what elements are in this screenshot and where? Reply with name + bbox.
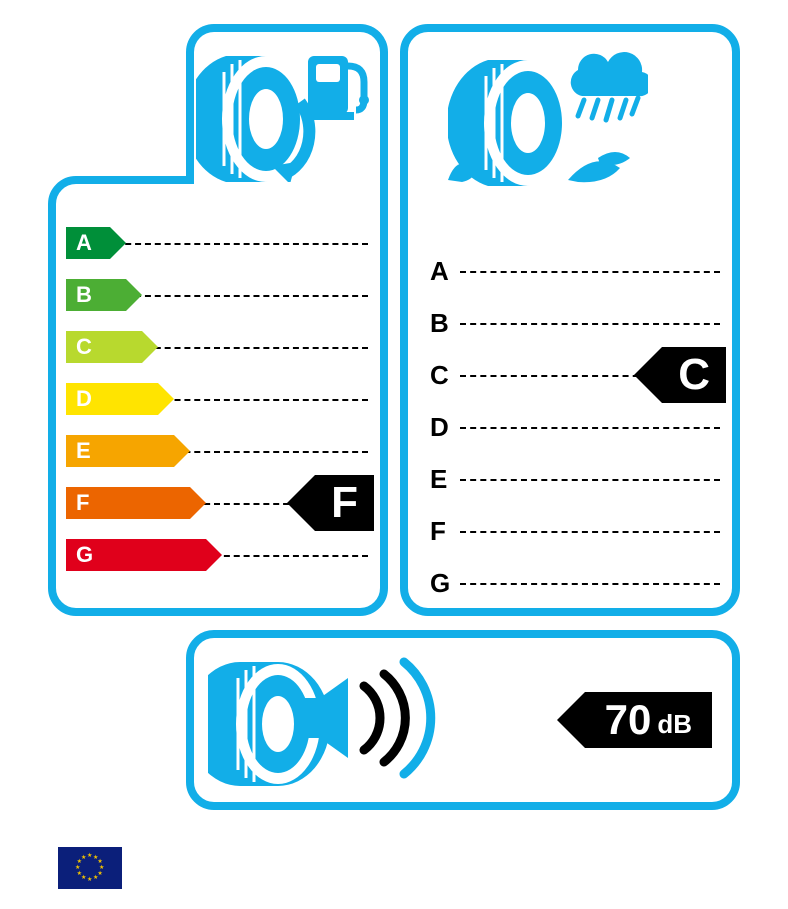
wet-rating-row-e: E bbox=[416, 458, 730, 500]
rating-bar-label: F bbox=[66, 487, 190, 519]
fuel-selected-arrow: F bbox=[287, 475, 374, 531]
tyre-fuel-icon bbox=[196, 42, 376, 187]
fuel-rating-row-e: E bbox=[66, 430, 378, 472]
wet-rating-scale: ABCCDEFG bbox=[416, 250, 730, 614]
fuel-rating-scale: ABCDEFFG bbox=[66, 222, 378, 586]
noise-value: 70 bbox=[605, 696, 652, 744]
wet-rating-label: B bbox=[416, 308, 455, 339]
wet-rating-row-g: G bbox=[416, 562, 730, 604]
wet-rating-row-c: CC bbox=[416, 354, 730, 396]
wet-rating-label: F bbox=[416, 516, 452, 547]
rating-bar-label: B bbox=[66, 279, 126, 311]
fuel-rating-row-a: A bbox=[66, 222, 378, 264]
noise-content bbox=[208, 648, 468, 793]
wet-rating-label: D bbox=[416, 412, 455, 443]
wet-rating-row-b: B bbox=[416, 302, 730, 344]
noise-unit: dB bbox=[657, 701, 692, 740]
fuel-rating-row-c: C bbox=[66, 326, 378, 368]
wet-rating-label: C bbox=[416, 360, 455, 391]
rating-bar-label: C bbox=[66, 331, 142, 363]
tyre-noise-icon bbox=[208, 648, 468, 793]
rating-bar-label: D bbox=[66, 383, 158, 415]
fuel-rating-row-f: FF bbox=[66, 482, 378, 524]
tyre-rain-icon bbox=[448, 42, 648, 192]
wet-selected-label: C bbox=[662, 347, 726, 403]
fuel-rating-row-d: D bbox=[66, 378, 378, 420]
noise-value-arrow: 70 dB bbox=[557, 692, 712, 748]
wet-rating-label: E bbox=[416, 464, 453, 495]
rating-bar-label: A bbox=[66, 227, 110, 259]
wet-rating-row-a: A bbox=[416, 250, 730, 292]
fuel-rating-row-b: B bbox=[66, 274, 378, 316]
eu-flag-icon: ★★★★★★★★★★★★ bbox=[58, 847, 122, 889]
rating-bar-label: G bbox=[66, 539, 206, 571]
fuel-selected-label: F bbox=[315, 475, 374, 531]
wet-selected-arrow: C bbox=[634, 347, 726, 403]
fuel-rating-row-g: G bbox=[66, 534, 378, 576]
wet-rating-label: A bbox=[416, 256, 455, 287]
wet-rating-label: G bbox=[416, 568, 456, 599]
wet-rating-row-d: D bbox=[416, 406, 730, 448]
rating-bar-label: E bbox=[66, 435, 174, 467]
wet-rating-row-f: F bbox=[416, 510, 730, 552]
